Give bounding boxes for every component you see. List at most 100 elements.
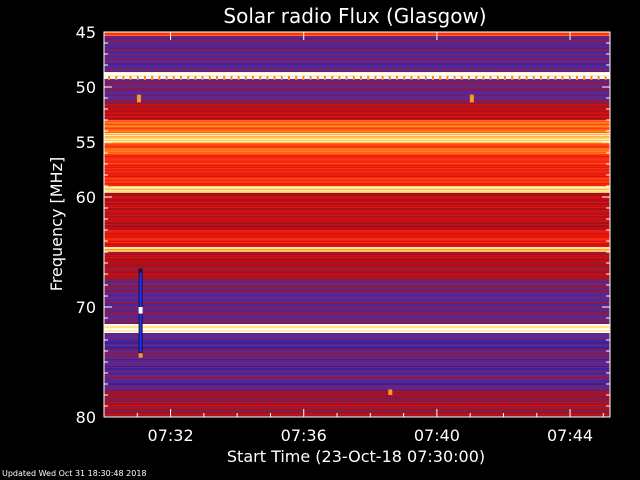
frequency-band — [104, 306, 610, 307]
frequency-band — [104, 241, 610, 242]
band-tick-mark — [374, 76, 377, 80]
frequency-band — [104, 259, 610, 260]
frequency-band — [104, 71, 610, 72]
frequency-band — [104, 277, 610, 278]
frequency-band — [104, 113, 610, 114]
frequency-band — [104, 253, 610, 254]
frequency-band — [104, 37, 610, 38]
frequency-band — [104, 316, 610, 317]
frequency-band — [104, 183, 610, 184]
frequency-band — [104, 45, 610, 46]
frequency-band — [104, 303, 610, 304]
frequency-band — [104, 154, 610, 155]
frequency-band — [104, 186, 610, 187]
frequency-band — [104, 308, 610, 309]
band-tick-mark — [604, 76, 607, 80]
frequency-band — [104, 245, 610, 246]
frequency-band — [104, 410, 610, 411]
frequency-band — [104, 152, 610, 153]
frequency-band — [104, 62, 610, 63]
y-tick-label: 60 — [76, 188, 96, 207]
frequency-band — [104, 267, 610, 268]
frequency-band — [104, 172, 610, 173]
frequency-band — [104, 286, 610, 287]
frequency-band — [104, 315, 610, 316]
frequency-band — [104, 132, 610, 133]
frequency-band — [104, 34, 610, 35]
frequency-band — [104, 328, 610, 329]
frequency-band — [104, 331, 610, 332]
band-tick-mark — [489, 76, 492, 80]
frequency-band — [104, 108, 610, 109]
frequency-band — [104, 318, 610, 319]
frequency-band — [104, 211, 610, 212]
frequency-band — [104, 36, 610, 37]
frequency-band — [104, 65, 610, 66]
frequency-band — [104, 310, 610, 311]
frequency-band — [104, 104, 610, 105]
band-tick-mark — [288, 76, 290, 80]
y-axis: 45 50 55 60 70 80 — [76, 23, 610, 427]
frequency-band — [104, 254, 610, 255]
frequency-band — [104, 40, 610, 41]
frequency-band — [104, 402, 610, 403]
frequency-band — [104, 385, 610, 386]
frequency-band — [104, 321, 610, 322]
frequency-band — [104, 311, 610, 312]
frequency-band — [104, 130, 610, 131]
frequency-band — [104, 100, 610, 101]
band-tick-mark — [417, 76, 420, 80]
frequency-band — [104, 35, 610, 36]
frequency-band — [104, 180, 610, 181]
frequency-band — [104, 230, 610, 231]
frequency-band — [104, 387, 610, 388]
band-tick-mark — [540, 76, 542, 80]
band-tick-mark — [136, 76, 139, 80]
frequency-band — [104, 251, 610, 252]
band-tick-mark — [410, 76, 413, 80]
frequency-band — [104, 33, 610, 34]
frequency-band — [104, 266, 610, 267]
band-tick-mark — [295, 76, 298, 80]
frequency-band — [104, 379, 610, 380]
frequency-band — [104, 390, 610, 391]
frequency-band — [104, 334, 610, 335]
band-tick-mark — [460, 76, 463, 80]
band-tick-mark — [446, 76, 449, 80]
frequency-band — [104, 226, 610, 227]
band-tick-mark — [208, 76, 211, 80]
plot-frame — [103, 31, 611, 418]
frequency-band — [104, 344, 610, 345]
frequency-band — [104, 187, 610, 188]
frequency-band — [104, 409, 610, 410]
band-tick-mark — [324, 76, 326, 80]
frequency-band — [104, 123, 610, 124]
frequency-band — [104, 351, 610, 352]
frequency-band — [104, 367, 610, 368]
band-tick-mark — [151, 76, 154, 80]
frequency-band — [104, 337, 610, 338]
frequency-band — [104, 44, 610, 45]
frequency-band — [104, 135, 610, 136]
frequency-band — [104, 90, 610, 91]
frequency-band — [104, 304, 610, 305]
frequency-band — [104, 170, 610, 171]
frequency-band — [104, 176, 610, 177]
frequency-band — [104, 86, 610, 87]
frequency-band — [104, 246, 610, 247]
frequency-band — [104, 73, 610, 74]
frequency-band — [104, 268, 610, 269]
frequency-band — [104, 368, 610, 369]
frequency-band — [104, 155, 610, 156]
frequency-band — [104, 115, 610, 116]
band-tick-mark — [345, 76, 348, 80]
frequency-band — [104, 79, 610, 80]
frequency-band — [104, 41, 610, 42]
frequency-band — [104, 55, 610, 56]
frequency-band — [104, 169, 610, 170]
frequency-band — [104, 350, 610, 351]
frequency-band — [104, 249, 610, 250]
x-tick-label: 07:36 — [281, 426, 327, 445]
burst-spot — [469, 94, 474, 103]
band-tick-mark — [482, 76, 485, 80]
